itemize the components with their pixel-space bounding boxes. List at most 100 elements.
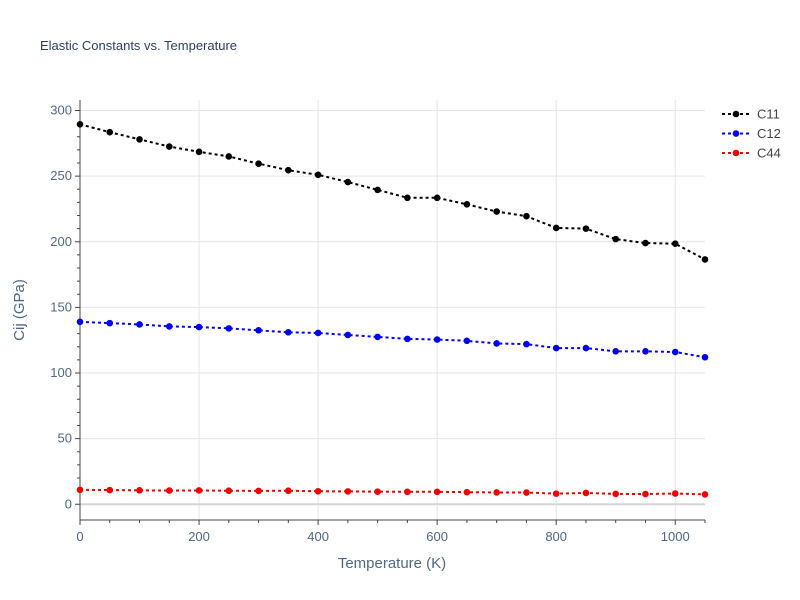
- data-point-c44[interactable]: [165, 487, 173, 494]
- data-point-c44[interactable]: [493, 489, 500, 496]
- legend-swatch-marker: [732, 149, 740, 157]
- series-c44: [76, 486, 709, 498]
- series-line-c11: [79, 123, 706, 261]
- data-point-c12[interactable]: [463, 337, 471, 345]
- data-point-c44[interactable]: [374, 488, 381, 495]
- data-point-c44[interactable]: [612, 490, 620, 498]
- data-point-c12[interactable]: [552, 344, 560, 352]
- data-point-c11[interactable]: [552, 224, 560, 232]
- legend-label: C12: [757, 126, 781, 141]
- data-point-c11[interactable]: [165, 143, 173, 150]
- legend[interactable]: C11 C12 C44: [722, 107, 781, 161]
- data-point-c11[interactable]: [195, 148, 203, 156]
- data-point-c44[interactable]: [106, 486, 114, 494]
- data-point-c12[interactable]: [701, 353, 709, 361]
- y-tick-label: 100: [50, 365, 72, 380]
- data-point-c44[interactable]: [225, 487, 233, 495]
- data-point-c11[interactable]: [285, 166, 292, 174]
- data-point-c12[interactable]: [374, 333, 381, 341]
- data-point-c44[interactable]: [582, 489, 590, 497]
- legend-label: C44: [757, 146, 781, 161]
- data-point-c12[interactable]: [612, 348, 620, 355]
- chart-title: Elastic Constants vs. Temperature: [40, 38, 237, 53]
- data-point-c12[interactable]: [195, 323, 203, 331]
- x-tick-label: 600: [426, 529, 448, 544]
- data-point-c44[interactable]: [671, 490, 679, 497]
- legend-item-c11[interactable]: C11: [722, 107, 780, 122]
- data-point-c12[interactable]: [433, 336, 441, 343]
- data-point-c11[interactable]: [582, 225, 590, 232]
- data-point-c12[interactable]: [255, 327, 262, 334]
- series-c11: [76, 120, 709, 263]
- data-point-c11[interactable]: [404, 194, 411, 202]
- data-point-c12[interactable]: [582, 344, 590, 352]
- data-point-c12[interactable]: [404, 335, 411, 343]
- data-point-c11[interactable]: [523, 212, 530, 220]
- series-line-c44: [79, 488, 706, 496]
- y-tick-label: 250: [50, 168, 72, 183]
- y-tick-label: 0: [65, 496, 72, 511]
- x-tick-label: 400: [307, 529, 329, 544]
- series-c12: [76, 318, 709, 361]
- series-layer: [76, 120, 709, 498]
- data-point-c11[interactable]: [642, 239, 649, 247]
- data-point-c11[interactable]: [76, 120, 84, 128]
- data-point-c12[interactable]: [314, 329, 322, 337]
- data-point-c44[interactable]: [314, 487, 322, 495]
- data-point-c44[interactable]: [255, 487, 262, 495]
- data-point-c44[interactable]: [433, 488, 441, 496]
- grid: [80, 100, 705, 520]
- data-point-c44[interactable]: [701, 491, 709, 498]
- legend-item-c44[interactable]: C44: [722, 146, 781, 161]
- legend-item-c12[interactable]: C12: [722, 126, 781, 141]
- data-point-c12[interactable]: [165, 323, 173, 330]
- legend-swatch-marker: [732, 110, 740, 118]
- x-tick-label: 1000: [661, 529, 690, 544]
- y-tick-label: 300: [50, 103, 72, 118]
- x-tick-label: 800: [545, 529, 567, 544]
- data-point-c44[interactable]: [642, 490, 649, 498]
- data-point-c44[interactable]: [195, 487, 203, 494]
- data-point-c11[interactable]: [374, 186, 381, 194]
- legend-label: C11: [757, 107, 780, 122]
- data-point-c12[interactable]: [76, 318, 84, 326]
- data-point-c11[interactable]: [701, 256, 709, 263]
- data-point-c11[interactable]: [344, 178, 352, 186]
- data-point-c11[interactable]: [433, 194, 441, 202]
- data-point-c12[interactable]: [225, 325, 233, 332]
- series-line-c12: [79, 320, 706, 359]
- data-point-c11[interactable]: [493, 208, 500, 215]
- data-point-c44[interactable]: [552, 490, 560, 497]
- data-point-c11[interactable]: [225, 153, 233, 160]
- data-point-c44[interactable]: [285, 487, 292, 495]
- x-axis-title: Temperature (K): [338, 555, 446, 572]
- data-point-c12[interactable]: [523, 340, 530, 348]
- data-point-c12[interactable]: [642, 348, 649, 355]
- data-point-c11[interactable]: [255, 160, 262, 167]
- data-point-c44[interactable]: [76, 486, 84, 494]
- data-point-c12[interactable]: [285, 329, 292, 336]
- data-point-c12[interactable]: [671, 348, 679, 356]
- data-point-c12[interactable]: [344, 331, 352, 339]
- data-point-c12[interactable]: [106, 319, 114, 327]
- data-point-c11[interactable]: [671, 240, 679, 248]
- data-point-c44[interactable]: [404, 488, 411, 496]
- data-point-c12[interactable]: [493, 340, 500, 347]
- y-axis-title: Cij (GPa): [11, 279, 28, 341]
- x-tick-label: 200: [188, 529, 210, 544]
- axes: 0 50 100 150 200 250 300 0 200 400 600 800 1000: [50, 100, 706, 544]
- data-point-c12[interactable]: [136, 321, 143, 328]
- data-point-c11[interactable]: [106, 128, 114, 136]
- data-point-c44[interactable]: [523, 489, 530, 496]
- data-point-c44[interactable]: [344, 488, 352, 495]
- legend-swatch-marker: [732, 130, 740, 137]
- x-tick-label: 0: [76, 529, 83, 544]
- data-point-c11[interactable]: [612, 235, 620, 243]
- data-point-c44[interactable]: [463, 488, 471, 496]
- data-point-c11[interactable]: [136, 136, 143, 143]
- data-point-c11[interactable]: [463, 201, 471, 208]
- data-point-c11[interactable]: [314, 171, 322, 179]
- y-tick-label: 150: [50, 299, 72, 314]
- data-point-c44[interactable]: [136, 487, 143, 494]
